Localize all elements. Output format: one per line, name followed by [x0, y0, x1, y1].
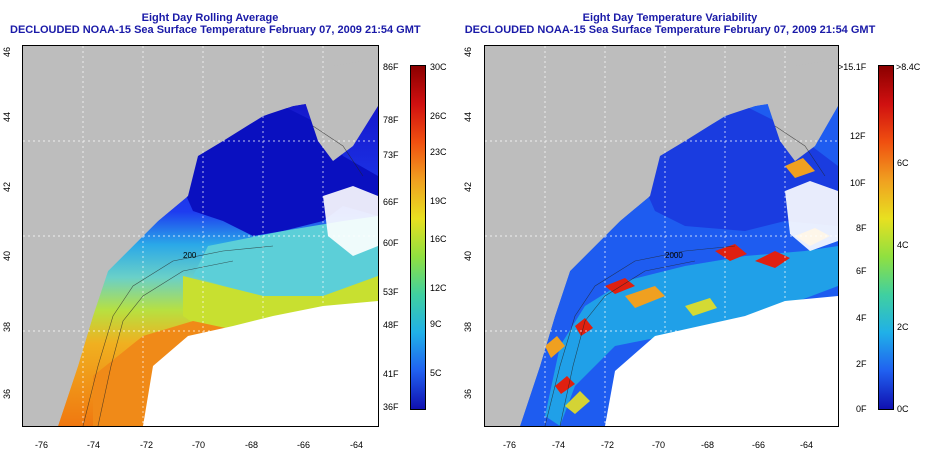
right-cb-c-8.4: >8.4C — [896, 62, 921, 72]
right-x-tick--66: -66 — [752, 440, 766, 450]
left-sst-map: 200 — [22, 45, 379, 427]
left-y-tick-46: 46 — [2, 46, 13, 58]
right-map-image — [485, 46, 838, 426]
right-y-tick-38: 38 — [463, 321, 474, 333]
left-contour-label: 200 — [183, 251, 197, 260]
right-cb-c-0: 0C — [897, 404, 909, 414]
left-y-tick-38: 38 — [2, 321, 13, 333]
left-cb-c-5: 5C — [430, 368, 442, 378]
right-y-tick-44: 44 — [463, 111, 474, 123]
right-x-tick--76: -76 — [503, 440, 517, 450]
left-cb-f-60: 60F — [383, 238, 399, 248]
right-cb-f-15: >15.1F — [838, 62, 867, 72]
right-title-line1: Eight Day Temperature Variability — [582, 12, 758, 24]
left-cb-c-19: 19C — [430, 196, 447, 206]
right-colorbar — [878, 65, 894, 410]
left-x-tick--70: -70 — [192, 440, 206, 450]
right-y-tick-40: 40 — [463, 250, 474, 262]
left-x-tick--66: -66 — [297, 440, 311, 450]
right-title: Eight Day Temperature Variability DECLOU… — [460, 12, 880, 36]
left-cb-c-16: 16C — [430, 234, 447, 244]
right-title-line2: DECLOUDED NOAA-15 Sea Surface Temperatur… — [464, 24, 876, 36]
left-x-tick--64: -64 — [350, 440, 364, 450]
right-cb-f-2: 2F — [856, 359, 867, 369]
right-contour-label: 2000 — [665, 251, 683, 260]
left-title-line2: DECLOUDED NOAA-15 Sea Surface Temperatur… — [10, 24, 421, 36]
right-variability-map: 2000 — [484, 45, 839, 427]
left-x-tick--72: -72 — [140, 440, 154, 450]
left-x-tick--76: -76 — [35, 440, 49, 450]
left-title-line1: Eight Day Rolling Average — [141, 12, 279, 24]
left-y-tick-36: 36 — [2, 388, 13, 400]
right-cb-c-4: 4C — [897, 240, 909, 250]
right-cb-f-0: 0F — [856, 404, 867, 414]
right-x-tick--74: -74 — [552, 440, 566, 450]
left-map-image — [23, 46, 378, 426]
right-cb-f-8: 8F — [856, 223, 867, 233]
left-colorbar — [410, 65, 426, 410]
left-cb-f-53: 53F — [383, 287, 399, 297]
left-x-tick--74: -74 — [87, 440, 101, 450]
right-cb-f-6: 6F — [856, 266, 867, 276]
right-y-tick-36: 36 — [463, 388, 474, 400]
left-cb-f-78: 78F — [383, 115, 399, 125]
left-cb-f-73: 73F — [383, 150, 399, 160]
right-x-tick--64: -64 — [800, 440, 814, 450]
right-x-tick--70: -70 — [652, 440, 666, 450]
left-y-tick-42: 42 — [2, 181, 13, 193]
left-cb-f-66: 66F — [383, 197, 399, 207]
left-cb-f-36: 36F — [383, 402, 399, 412]
left-y-tick-40: 40 — [2, 250, 13, 262]
right-y-tick-42: 42 — [463, 181, 474, 193]
left-cb-c-30: 30C — [430, 62, 447, 72]
left-cb-f-48: 48F — [383, 320, 399, 330]
right-cb-f-4: 4F — [856, 313, 867, 323]
left-cb-f-86: 86F — [383, 62, 399, 72]
right-cb-c-2: 2C — [897, 322, 909, 332]
left-title: Eight Day Rolling Average DECLOUDED NOAA… — [10, 12, 421, 36]
right-cb-f-12: 12F — [850, 131, 866, 141]
left-y-tick-44: 44 — [2, 111, 13, 123]
left-cb-c-26: 26C — [430, 111, 447, 121]
left-cb-c-23: 23C — [430, 147, 447, 157]
left-cb-c-12: 12C — [430, 283, 447, 293]
right-x-tick--72: -72 — [601, 440, 615, 450]
left-cb-f-41: 41F — [383, 369, 399, 379]
left-cb-c-9: 9C — [430, 319, 442, 329]
right-y-tick-46: 46 — [463, 46, 474, 58]
right-cb-f-10: 10F — [850, 178, 866, 188]
right-x-tick--68: -68 — [701, 440, 715, 450]
left-x-tick--68: -68 — [245, 440, 259, 450]
right-cb-c-6: 6C — [897, 158, 909, 168]
